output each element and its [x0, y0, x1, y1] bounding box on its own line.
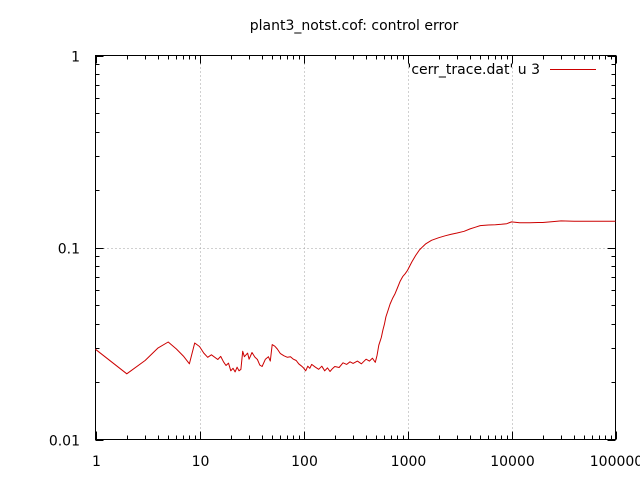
axis-tick-labels: 1 10 100 1000 10000 100000 0.01 0.1 1	[49, 50, 640, 471]
series-lines	[95, 220, 616, 375]
grid	[95, 55, 616, 440]
y-tick-label: 0.01	[49, 434, 80, 450]
x-tick-label: 100	[291, 454, 318, 470]
x-tick-label: 100000	[590, 454, 640, 470]
plot-frame	[95, 55, 616, 440]
series-line	[95, 220, 616, 375]
legend: 'cerr_trace.dat' u 3	[408, 62, 596, 78]
axis-ticks	[95, 55, 617, 441]
x-tick-label: 10000	[490, 454, 535, 470]
chart-title: plant3_notst.cof: control error	[250, 18, 459, 34]
x-tick-label: 1000	[391, 454, 427, 470]
y-tick-label: 1	[71, 50, 80, 66]
x-tick-label: 1	[92, 454, 101, 470]
x-tick-label: 10	[192, 454, 210, 470]
y-tick-label: 0.1	[58, 242, 80, 258]
legend-label: 'cerr_trace.dat' u 3	[408, 62, 541, 78]
